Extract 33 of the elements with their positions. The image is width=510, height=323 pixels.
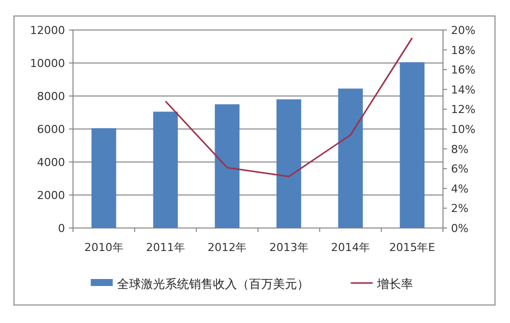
y2-tick-label: 16% — [451, 64, 476, 77]
legend-label: 增长率 — [376, 277, 413, 291]
y2-tick-label: 0% — [451, 222, 468, 235]
y-tick-label: 0 — [58, 222, 65, 235]
bar — [276, 99, 302, 228]
y-tick-label: 8000 — [37, 90, 65, 103]
x-tick-label: 2010年 — [84, 241, 124, 254]
y-tick-label: 6000 — [37, 123, 65, 136]
y-tick-label: 12000 — [30, 24, 65, 37]
y2-tick-label: 18% — [451, 44, 476, 57]
bar — [338, 88, 363, 228]
line-series — [164, 37, 413, 178]
x-tick-label: 2011年 — [146, 241, 185, 254]
y-tick-label: 4000 — [37, 156, 65, 169]
y2-tick-label: 2% — [451, 202, 468, 216]
bar — [153, 112, 178, 228]
y2-tick-label: 12% — [451, 103, 476, 116]
y-tick-label: 10000 — [30, 57, 65, 70]
y2-tick-label: 6% — [451, 162, 468, 176]
x-tick-label: 2015年E — [389, 241, 436, 254]
y2-tick-label: 14% — [451, 83, 476, 96]
bar — [92, 128, 116, 228]
bar — [400, 62, 424, 228]
y-tick-label: 2000 — [37, 189, 65, 202]
y2-tick-label: 8% — [451, 142, 468, 156]
y2-tick-label: 20% — [451, 24, 476, 37]
x-tick-label: 2014年 — [331, 241, 370, 254]
y2-tick-label: 10% — [451, 123, 476, 136]
y2-tick-label: 4% — [451, 182, 468, 196]
x-tick-label: 2013年 — [269, 241, 308, 254]
x-tick-label: 2012年 — [208, 241, 247, 254]
bar — [214, 104, 240, 228]
legend-label: 全球激光系统销售收入（百万美元） — [116, 277, 309, 291]
